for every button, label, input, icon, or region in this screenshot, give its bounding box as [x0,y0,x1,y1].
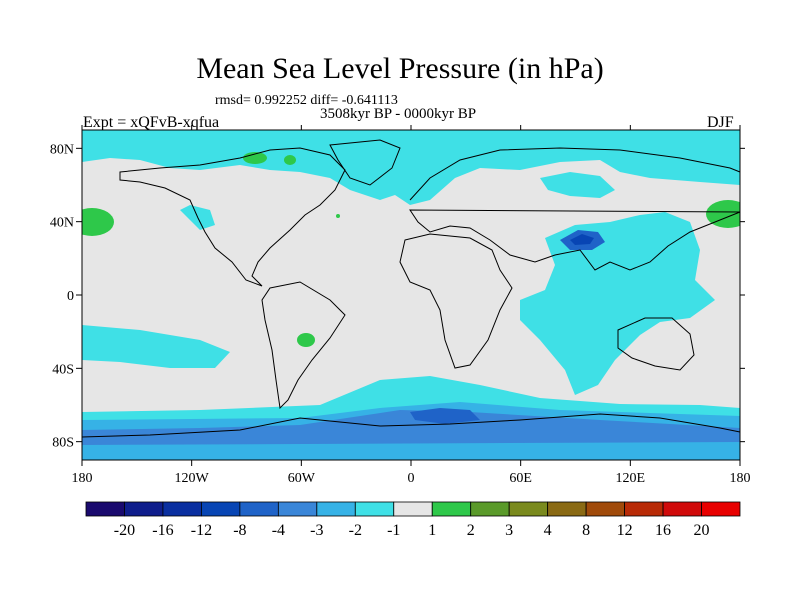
lat-tick-label: 80N [50,142,74,157]
lat-tick-label: 40N [50,216,74,231]
colorbar-swatch [277,501,318,517]
experiment-label: Expt = xQFvB-xqfua [83,114,220,131]
field-asia-low-core [570,234,594,245]
colorbar-swatch [701,501,741,517]
coast-africa [399,233,513,369]
coast-antarctica [81,413,741,438]
colorbar-swatch [470,501,510,517]
coast-north-america [119,147,346,287]
colorbar-label: 20 [694,522,710,539]
lon-tick-label: 120W [175,471,210,486]
colorbar-swatch [662,501,702,517]
field-positive-northwest [82,208,114,236]
field-positive-arctic-b [284,155,296,165]
colorbar-swatch [316,501,356,517]
colorbar-swatch [354,501,395,517]
colorbar-label: 3 [505,522,513,539]
colorbar-label: 12 [617,522,633,539]
lon-tick-label: 60W [288,471,316,486]
stats-text: rmsd= 0.992252 diff= -0.641113 [215,93,398,108]
colorbar-label: -4 [272,522,285,539]
colorbar-label: -3 [310,522,323,539]
colorbar-label: 8 [582,522,590,539]
colorbar-swatch [85,501,125,517]
lat-tick-label: 80S [52,436,74,451]
season-label: DJF [707,114,734,131]
lon-tick-label: 120E [616,471,646,486]
coast-eurasia [409,147,741,271]
colorbar-swatch [624,501,664,517]
colorbar-label: -8 [233,522,246,539]
colorbar-label: -16 [152,522,173,539]
colorbar-label: 16 [655,522,671,539]
coast-greenland [329,139,401,186]
colorbar-label: 2 [467,522,475,539]
field-positive-northeast [706,200,740,228]
coast-australia [617,317,695,371]
colorbar-label: -12 [191,522,212,539]
colorbar-swatch [239,501,279,517]
lon-tick-label: 0 [408,471,415,486]
map-field [82,130,740,460]
field-southern-ocean-low [410,408,480,424]
lat-tick-label: 40S [52,362,74,377]
lon-tick-label: 180 [730,471,751,486]
colorbar-swatch [431,501,472,517]
plot-title: Mean Sea Level Pressure (in hPa) [196,52,604,85]
lat-axis: 80N 40N 0 40S 80S [50,142,745,451]
lon-axis: 180 120W 60W 0 60E 120E 180 [72,125,751,486]
lat-tick-label: 0 [67,289,74,304]
coast-south-america [261,281,346,410]
field-south-pacific-cyan [82,325,230,368]
coastlines [81,139,741,438]
field-indian-cyan [520,212,715,395]
colorbar-swatch [124,501,164,517]
colorbar-swatch [585,501,625,517]
colorbar-swatch [162,501,202,517]
colorbar-label: 4 [544,522,552,539]
colorbar-label: -20 [114,522,135,539]
colorbar-swatch [547,501,587,517]
field-positive-arctic-a [243,152,267,164]
colorbar-swatch [393,501,433,517]
colorbar-swatch [508,501,549,517]
colorbar-swatch [201,501,241,517]
lon-tick-label: 180 [72,471,93,486]
colorbar-label: 1 [428,522,436,539]
field-positive-south-america [297,333,315,347]
colorbar-label: -1 [387,522,400,539]
field-atlantic-cyan [540,172,615,198]
lon-tick-label: 60E [509,471,532,486]
field-antarctic-interior [82,442,740,460]
period-text: 3508kyr BP - 0000kyr BP [320,106,477,122]
colorbar-label: -2 [349,522,362,539]
colorbar: -20 -16 -12 -8 -4 -3 -2 -1 1 2 3 4 8 12 16 20 [85,501,741,539]
field-positive-dot [336,214,340,218]
